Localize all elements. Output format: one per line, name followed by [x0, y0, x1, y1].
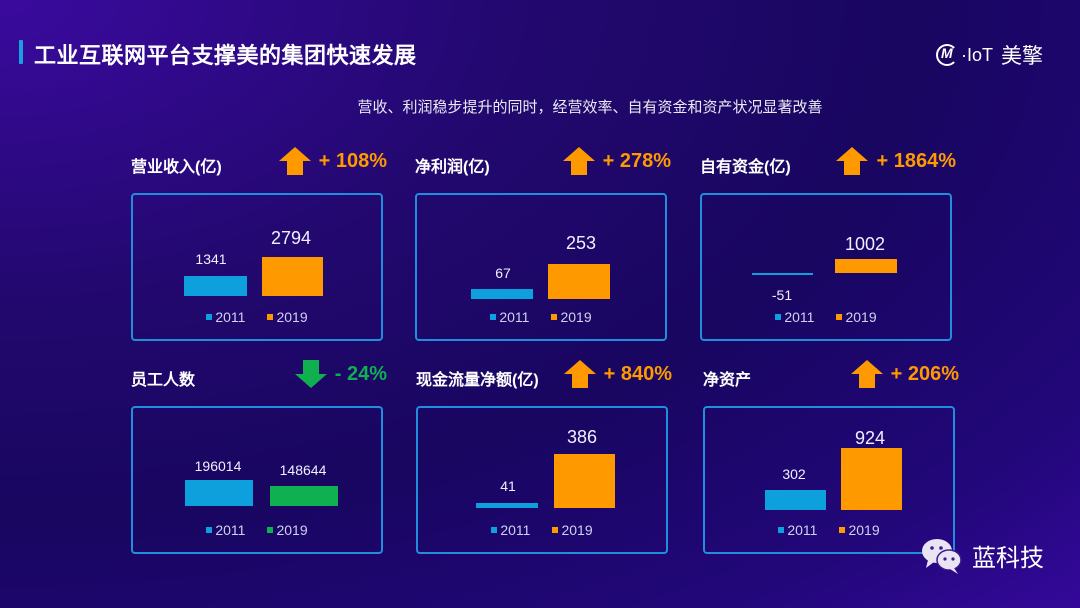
title-accent-bar: [19, 40, 23, 64]
arrow-up-icon: [836, 147, 869, 175]
bar-2019: [841, 448, 902, 510]
legend: 2011 2019: [702, 309, 950, 325]
bar-2011: [471, 289, 533, 299]
legend-swatch-2019: [836, 314, 843, 320]
bar-2019: [548, 264, 610, 299]
change-indicator: + 840%: [563, 360, 672, 388]
change-percent: + 840%: [603, 362, 672, 385]
panel-label: 员工人数: [131, 372, 196, 389]
legend-label-2011: 2011: [784, 309, 815, 325]
chart-box: 41 386 2011 2019: [416, 406, 668, 554]
bar-2019: [270, 486, 338, 506]
legend-label-2019: 2019: [561, 522, 593, 538]
legend: 2011 2019: [417, 309, 665, 325]
arrow-up-icon: [278, 147, 311, 175]
page-subtitle: 营收、利润稳步提升的同时，经营效率、自有资金和资产状况显著改善: [0, 96, 1080, 117]
bar-2011: [752, 273, 813, 275]
legend-label-2019: 2019: [848, 522, 880, 538]
legend-label-2011: 2011: [499, 309, 530, 325]
legend: 2011 2019: [133, 522, 381, 538]
value-2019: 253: [565, 233, 597, 253]
change-indicator: + 278%: [562, 147, 671, 175]
value-2019: 1002: [844, 234, 886, 254]
change-percent: + 108%: [318, 149, 387, 172]
chart-box: -51 1002 2011 2019: [700, 193, 952, 341]
bar-2019: [262, 257, 323, 296]
value-2019: 2794: [270, 228, 312, 248]
page-title: 工业互联网平台支撑美的集团快速发展: [34, 43, 417, 68]
legend-label-2011: 2011: [500, 522, 531, 538]
legend-swatch-2011: [778, 527, 785, 533]
bar-2011: [476, 503, 538, 508]
legend: 2011 2019: [418, 522, 666, 538]
wechat-watermark: 蓝科技: [920, 535, 1044, 575]
legend-label-2019: 2019: [276, 309, 308, 325]
change-indicator: + 108%: [278, 147, 387, 175]
chart-box: 302 924 2011 2019: [703, 406, 955, 554]
legend: 2011 2019: [705, 522, 953, 538]
legend-label-2011: 2011: [215, 309, 246, 325]
chart-box: 196014 148644 2011 2019: [131, 406, 383, 554]
value-2011: 1341: [195, 251, 227, 267]
bar-2019: [835, 259, 897, 273]
panel-label: 自有资金(亿): [700, 159, 791, 176]
subtitle-text: 营收、利润稳步提升的同时，经营效率、自有资金和资产状况显著改善: [357, 99, 823, 116]
legend: 2011 2019: [133, 309, 381, 325]
panel-label: 现金流量净额(亿): [416, 372, 539, 389]
legend-swatch-2011: [206, 314, 213, 320]
legend-swatch-2011: [206, 527, 213, 533]
legend-label-2019: 2019: [276, 522, 308, 538]
bar-2019: [554, 454, 615, 508]
chart-box: 67 253 2011 2019: [415, 193, 667, 341]
logo-cn: 美擎: [1001, 45, 1044, 68]
arrow-up-icon: [562, 147, 595, 175]
change-indicator: + 1864%: [836, 147, 956, 175]
bar-2011: [184, 276, 247, 296]
bar-2011: [765, 490, 826, 510]
legend-label-2011: 2011: [215, 522, 246, 538]
legend-swatch-2011: [775, 314, 782, 320]
change-percent: - 24%: [334, 362, 387, 385]
legend-swatch-2019: [267, 527, 274, 533]
panel-label: 营业收入(亿): [131, 159, 222, 176]
change-percent: + 278%: [602, 149, 671, 172]
arrow-up-icon: [850, 360, 883, 388]
value-2011: 41: [500, 478, 516, 494]
arrow-down-icon: [294, 360, 327, 388]
bar-2011: [185, 480, 253, 506]
legend-swatch-2011: [490, 314, 497, 320]
change-percent: + 206%: [890, 362, 959, 385]
legend-swatch-2011: [491, 527, 498, 533]
legend-label-2019: 2019: [560, 309, 592, 325]
miot-logo-icon: [936, 44, 958, 66]
legend-swatch-2019: [552, 527, 559, 533]
miot-logo: ·IoT 美擎: [936, 40, 1043, 70]
chart-box: 1341 2794 2011 2019: [131, 193, 383, 341]
legend-swatch-2019: [267, 314, 274, 320]
legend-label-2011: 2011: [787, 522, 818, 538]
watermark-text: 蓝科技: [972, 544, 1044, 572]
value-2011: 302: [782, 466, 806, 482]
panel-label: 净资产: [703, 372, 752, 389]
value-2011: -51: [771, 287, 793, 303]
value-2019: 924: [854, 428, 886, 448]
change-indicator: - 24%: [294, 360, 387, 388]
change-indicator: + 206%: [850, 360, 959, 388]
value-2011: 67: [495, 265, 511, 281]
logo-text: ·IoT: [961, 44, 994, 65]
wechat-icon: [922, 539, 962, 574]
legend-swatch-2019: [839, 527, 846, 533]
value-2019: 386: [566, 427, 598, 447]
panel-label: 净利润(亿): [415, 159, 490, 176]
arrow-up-icon: [563, 360, 596, 388]
value-2019: 148644: [279, 462, 327, 478]
legend-swatch-2019: [551, 314, 558, 320]
legend-label-2019: 2019: [845, 309, 877, 325]
change-percent: + 1864%: [876, 149, 956, 172]
value-2011: 196014: [194, 458, 242, 474]
